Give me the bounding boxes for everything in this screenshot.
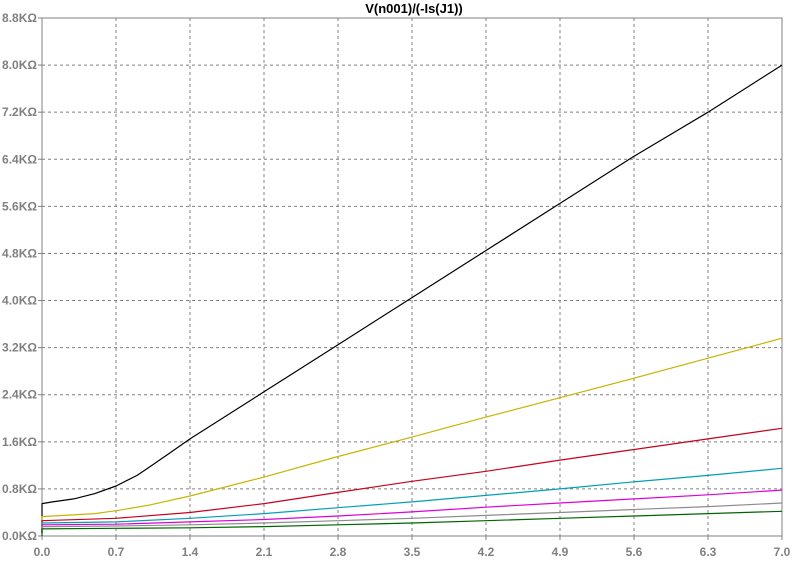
y-tick-labels: 0.0KΩ 0.8KΩ 1.6KΩ 2.4KΩ 3.2KΩ 4.0KΩ 4.8KΩ 5.6KΩ… xyxy=(2,11,37,543)
x-tick-label: 1.4 xyxy=(182,545,199,559)
y-tick-label: 8.8KΩ xyxy=(2,11,37,25)
y-tick-label: 6.4KΩ xyxy=(2,152,37,166)
series-line-1 xyxy=(41,64,783,534)
series-line-3 xyxy=(41,427,783,534)
x-tick-label: 2.1 xyxy=(256,545,273,559)
x-tick-labels: 0.0 0.7 1.4 2.1 2.8 3.5 4.2 4.9 5.6 6.3 7.0 xyxy=(34,545,791,559)
y-tick-label: 2.4KΩ xyxy=(2,388,37,402)
grid xyxy=(42,18,782,536)
y-tick-label: 3.2KΩ xyxy=(2,341,37,355)
x-tick-label: 4.2 xyxy=(478,545,495,559)
axes xyxy=(38,17,783,540)
series-line-7 xyxy=(41,510,783,536)
series-line-6 xyxy=(41,502,783,534)
y-tick-label: 4.0KΩ xyxy=(2,294,37,308)
x-tick-label: 0.0 xyxy=(34,545,51,559)
y-tick-label: 4.8KΩ xyxy=(2,246,37,260)
y-tick-label: 7.2KΩ xyxy=(2,105,37,119)
y-tick-label: 0.8KΩ xyxy=(2,482,37,496)
x-tick-label: 2.8 xyxy=(330,545,347,559)
series-line-2 xyxy=(41,337,783,534)
chart-title: V(n001)/(-Is(J1)) xyxy=(365,1,463,16)
x-tick-label: 7.0 xyxy=(774,545,791,559)
x-tick-label: 5.6 xyxy=(626,545,643,559)
x-tick-label: 4.9 xyxy=(552,545,569,559)
y-tick-label: 8.0KΩ xyxy=(2,58,37,72)
series-line-4 xyxy=(41,467,783,534)
x-tick-label: 3.5 xyxy=(404,545,421,559)
series-group xyxy=(41,64,783,536)
series-line-5 xyxy=(41,489,783,534)
x-tick-label: 0.7 xyxy=(108,545,125,559)
y-tick-label: 0.0KΩ xyxy=(2,529,37,543)
y-tick-label: 1.6KΩ xyxy=(2,435,37,449)
y-tick-label: 5.6KΩ xyxy=(2,199,37,213)
x-tick-label: 6.3 xyxy=(700,545,717,559)
